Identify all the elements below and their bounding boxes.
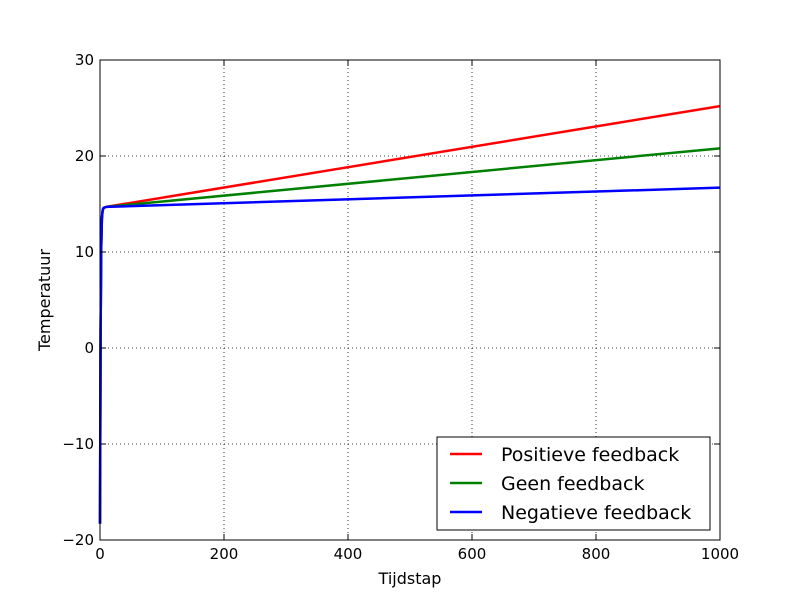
legend-box	[436, 436, 711, 531]
y-tick-label: 0	[84, 339, 94, 357]
x-tick-label: 600	[458, 545, 487, 563]
legend-entry-label: Negatieve feedback	[501, 502, 691, 524]
legend-entry-label: Geen feedback	[501, 473, 644, 495]
plot-frame	[99, 59, 721, 541]
legend-entry-label: Positieve feedback	[501, 444, 679, 466]
y-tick-label: −10	[62, 435, 94, 453]
legend: Positieve feedback Geen feedback Negatieve…	[436, 436, 711, 531]
x-tick-label: 400	[334, 545, 363, 563]
x-tick-label: 0	[95, 545, 105, 563]
y-tick-label: −20	[62, 531, 94, 549]
series-lines	[98, 104, 721, 524]
x-tick-label: 1000	[701, 545, 739, 563]
y-axis-label: Temperatuur	[35, 249, 54, 352]
y-tick-label: 20	[75, 147, 94, 165]
y-tick-label: 30	[75, 51, 94, 69]
x-axis-label: Tijdstap	[378, 569, 442, 588]
axis-ticks: 0 200 400 600 800 1000 −20 −10 0 10 20 30	[62, 51, 739, 563]
series-line-3	[98, 186, 721, 524]
x-tick-label: 800	[582, 545, 611, 563]
x-tick-label: 200	[210, 545, 239, 563]
y-tick-label: 10	[75, 243, 94, 261]
